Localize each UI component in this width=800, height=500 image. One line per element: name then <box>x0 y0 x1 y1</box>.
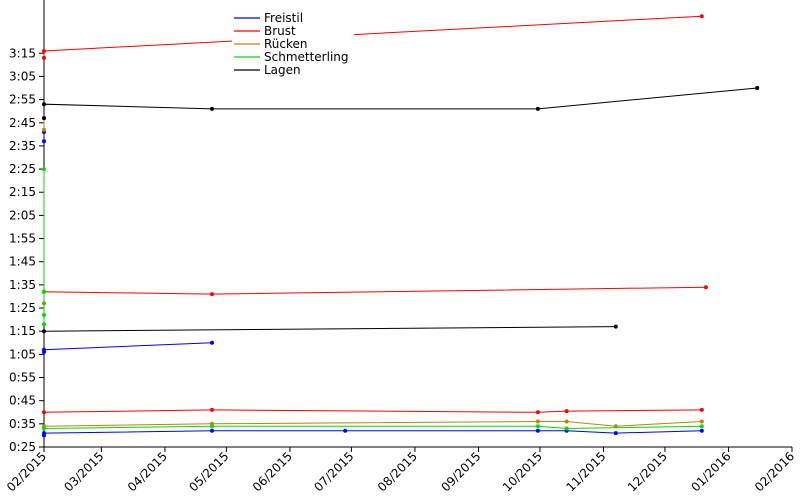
data-point <box>699 407 704 412</box>
series-brust <box>42 14 708 415</box>
data-point <box>699 14 704 19</box>
data-point <box>210 424 214 429</box>
data-point <box>535 424 540 429</box>
series-lagen <box>42 86 760 334</box>
data-point <box>42 167 46 172</box>
x-tick-label: 04/2015 <box>125 449 170 494</box>
data-point <box>699 428 704 433</box>
data-point <box>42 139 46 144</box>
x-tick-label: 12/2015 <box>625 449 670 494</box>
x-tick-label: 06/2015 <box>250 449 295 494</box>
series-schmetterling <box>42 167 704 431</box>
data-point <box>42 322 46 327</box>
x-tick-label: 10/2015 <box>500 449 545 494</box>
data-point <box>42 313 46 317</box>
y-tick-label: 0:35 <box>9 417 36 431</box>
y-tick-label: 1:15 <box>9 324 36 338</box>
series-line <box>43 286 706 295</box>
y-tick-label: 1:05 <box>9 347 36 361</box>
data-point <box>613 431 618 436</box>
y-tick-label: 3:05 <box>9 69 36 83</box>
data-point <box>42 431 46 436</box>
data-point <box>42 116 46 121</box>
data-point <box>699 419 704 424</box>
series-line <box>43 430 702 436</box>
legend-label: Rücken <box>264 37 308 51</box>
x-tick-label: 05/2015 <box>186 449 231 494</box>
y-tick-label: 2:45 <box>9 116 36 130</box>
series-line <box>43 342 213 352</box>
x-tick-label: 07/2015 <box>311 449 356 494</box>
data-point <box>42 289 46 294</box>
y-tick-label: 2:35 <box>9 139 36 153</box>
y-tick-label: 1:55 <box>9 232 36 246</box>
series-line <box>43 425 702 430</box>
data-point <box>535 419 540 424</box>
y-tick-label: 2:25 <box>9 162 36 176</box>
data-point <box>42 127 46 132</box>
series-r-cken <box>42 116 704 429</box>
series-line <box>43 87 758 119</box>
y-tick-label: 1:35 <box>9 278 36 292</box>
y-tick-label: 0:25 <box>9 440 36 454</box>
legend-label: Freistil <box>264 11 303 25</box>
data-point <box>535 106 540 111</box>
y-tick-label: 2:55 <box>9 93 36 107</box>
data-point <box>210 407 214 412</box>
data-point <box>535 428 540 433</box>
x-tick-label: 09/2015 <box>438 449 483 494</box>
x-tick-label: 03/2015 <box>61 449 106 494</box>
data-point <box>210 340 214 345</box>
series-line <box>43 409 702 413</box>
y-tick-label: 0:55 <box>9 371 36 385</box>
data-point <box>42 347 46 352</box>
data-point <box>564 426 569 431</box>
data-point <box>703 285 708 290</box>
data-point <box>210 106 214 111</box>
data-point <box>42 426 46 431</box>
x-tick-label: 08/2015 <box>375 449 420 494</box>
data-point <box>42 410 46 415</box>
axes: 0:25 0:35 0:45 0:55 1:05 1:15 1:25 1:35 1:45 1:55… <box>4 0 797 494</box>
data-point <box>535 410 540 415</box>
data-point <box>42 329 46 334</box>
series-line <box>43 15 702 58</box>
legend-label: Brust <box>264 24 296 38</box>
y-tick-label: 0:45 <box>9 394 36 408</box>
data-point <box>564 419 569 424</box>
y-tick-label: 1:45 <box>9 255 36 269</box>
data-point <box>343 428 348 433</box>
series-layer <box>42 14 760 438</box>
data-point <box>42 49 46 53</box>
series-line <box>43 421 702 427</box>
data-point <box>613 324 618 329</box>
x-tick-label: 02/2016 <box>752 449 797 494</box>
x-tick-label: 02/2015 <box>4 449 49 494</box>
data-point <box>42 55 46 60</box>
data-point <box>699 424 704 429</box>
legend-label: Schmetterling <box>264 50 349 64</box>
x-tick-label: 11/2015 <box>563 449 608 494</box>
data-point <box>210 428 214 433</box>
series-freistil <box>42 130 704 438</box>
x-tick-label: 01/2016 <box>688 449 733 494</box>
data-point <box>755 86 760 90</box>
y-tick-label: 2:15 <box>9 185 36 199</box>
data-point <box>564 409 569 414</box>
data-point <box>210 292 214 297</box>
y-tick-label: 2:05 <box>9 208 36 222</box>
data-point <box>42 102 46 107</box>
legend-label: Lagen <box>264 63 301 77</box>
series-line <box>43 326 616 332</box>
y-tick-label: 3:15 <box>9 46 36 60</box>
y-tick-label: 1:25 <box>9 301 36 315</box>
